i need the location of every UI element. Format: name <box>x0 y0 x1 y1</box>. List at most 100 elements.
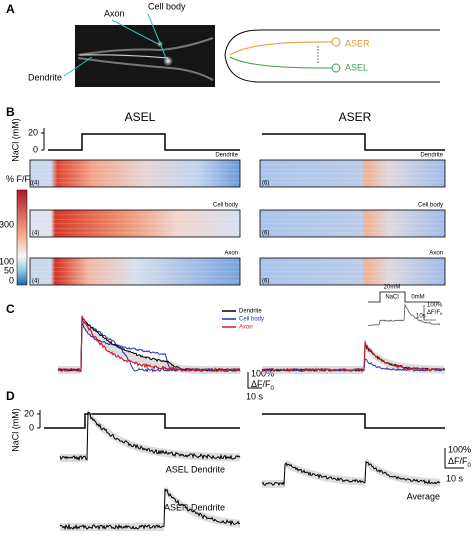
stimulus-trace <box>48 133 240 151</box>
row-label: Dendrite <box>420 153 443 159</box>
text: 0 <box>30 181 34 187</box>
trace <box>59 488 241 531</box>
diagram-label: ASEL <box>345 62 368 72</box>
stimulus-trace <box>262 133 445 151</box>
legend-label: Axon <box>239 325 253 331</box>
row-label: Cell body <box>418 203 443 209</box>
heatmap-row <box>260 182 445 184</box>
row-count: (4) <box>32 279 39 285</box>
inset-label: 100% <box>427 303 443 309</box>
text: % F/F <box>6 174 31 184</box>
heatmap-row <box>30 271 240 273</box>
scale-label: 100% <box>448 444 471 454</box>
panel-label: B <box>6 105 15 119</box>
row-label: Axon <box>429 251 443 257</box>
asel-soma <box>331 63 341 73</box>
heatmap-row <box>30 169 240 170</box>
aser-neuron <box>229 41 336 56</box>
heatmap-row <box>260 280 445 282</box>
pointer-lines <box>63 13 167 77</box>
scale-bar <box>247 372 262 389</box>
stimulus-axis <box>41 128 45 151</box>
heatmap <box>30 210 240 237</box>
axis-label: NaCl (mM) <box>10 118 20 162</box>
trace-label: ASEL Dendrite <box>166 464 225 474</box>
heatmap-frame <box>29 257 241 286</box>
panel-label: D <box>6 389 15 403</box>
trace-label: ASER Dendrite <box>164 502 225 512</box>
legend <box>222 310 236 328</box>
tick-label: 300 <box>0 219 14 229</box>
heatmap <box>260 210 445 237</box>
heatmap-row <box>260 173 445 175</box>
row-count: (6) <box>262 279 269 285</box>
image-label: Axon <box>104 8 125 18</box>
heatmap-row <box>30 276 240 277</box>
heatmap-row <box>260 228 445 229</box>
inset-label: 0mM <box>411 295 424 301</box>
text: 0 <box>440 311 443 316</box>
heatmap-row <box>260 214 445 216</box>
heatmap-row <box>30 178 240 179</box>
tick-label: 0 <box>29 422 34 432</box>
heatmap-row <box>260 262 445 264</box>
inset-label: ΔF/F0 <box>427 310 443 316</box>
heatmap-row <box>260 178 445 179</box>
heatmap-row <box>30 173 240 175</box>
panel-label: C <box>6 302 15 316</box>
heatmap-row <box>30 262 240 264</box>
tick-label: 0 <box>9 275 14 285</box>
tick-label: 20 <box>24 408 34 418</box>
heatmap-row <box>30 164 240 166</box>
heatmap-row <box>30 228 240 229</box>
heatmap-row <box>260 271 445 273</box>
legend-label: Dendrite <box>239 309 262 315</box>
text: ΔF/F <box>448 456 468 466</box>
image-label: Cell body <box>148 1 186 11</box>
heatmap <box>260 258 445 285</box>
neuron <box>79 54 169 59</box>
trace-label: Average <box>407 491 440 501</box>
heatmap-row <box>30 280 240 282</box>
text: 0 <box>271 386 275 392</box>
stimulus-axis <box>37 410 41 429</box>
inset-label: NaCl <box>385 295 398 301</box>
heatmap-row <box>30 267 240 268</box>
text: ΔF/F <box>427 310 440 316</box>
heatmap-row <box>260 169 445 170</box>
row-label: Axon <box>224 251 238 257</box>
stimulus-trace <box>262 413 445 429</box>
inset-label: 20mM <box>384 285 401 291</box>
column-title: ASER <box>339 110 372 124</box>
heatmap-row <box>260 276 445 277</box>
scale-label: ΔF/F0 <box>448 456 472 468</box>
legend-label: Cell body <box>239 317 264 323</box>
row-label: Dendrite <box>215 153 238 159</box>
heatmap-frame <box>29 209 241 238</box>
heatmap <box>30 160 240 187</box>
column-title: ASEL <box>125 110 156 124</box>
colorbar-title: % F/F0 <box>6 174 34 186</box>
heatmap-row <box>260 164 445 166</box>
panel-label: A <box>6 2 15 16</box>
trace <box>261 340 446 373</box>
image-label: Dendrite <box>28 72 62 82</box>
text: 0 <box>468 463 472 469</box>
heatmap <box>30 258 240 285</box>
tick-label: 100 <box>0 256 14 266</box>
cell-body <box>163 56 173 66</box>
scale-label: 10 s <box>246 391 264 401</box>
tick-label: 0 <box>33 144 38 154</box>
aser-soma <box>331 37 341 47</box>
row-count: (4) <box>32 181 39 187</box>
heatmap-row <box>260 223 445 225</box>
scale-label: ΔF/F0 <box>251 379 275 391</box>
heatmap-row <box>260 232 445 234</box>
scale-label: 100% <box>251 368 274 378</box>
scale-label: 10 s <box>446 473 464 483</box>
asel-neuron <box>229 56 336 69</box>
stimulus-trace <box>44 413 240 429</box>
trace <box>368 303 441 327</box>
heatmap-frame <box>259 209 446 238</box>
